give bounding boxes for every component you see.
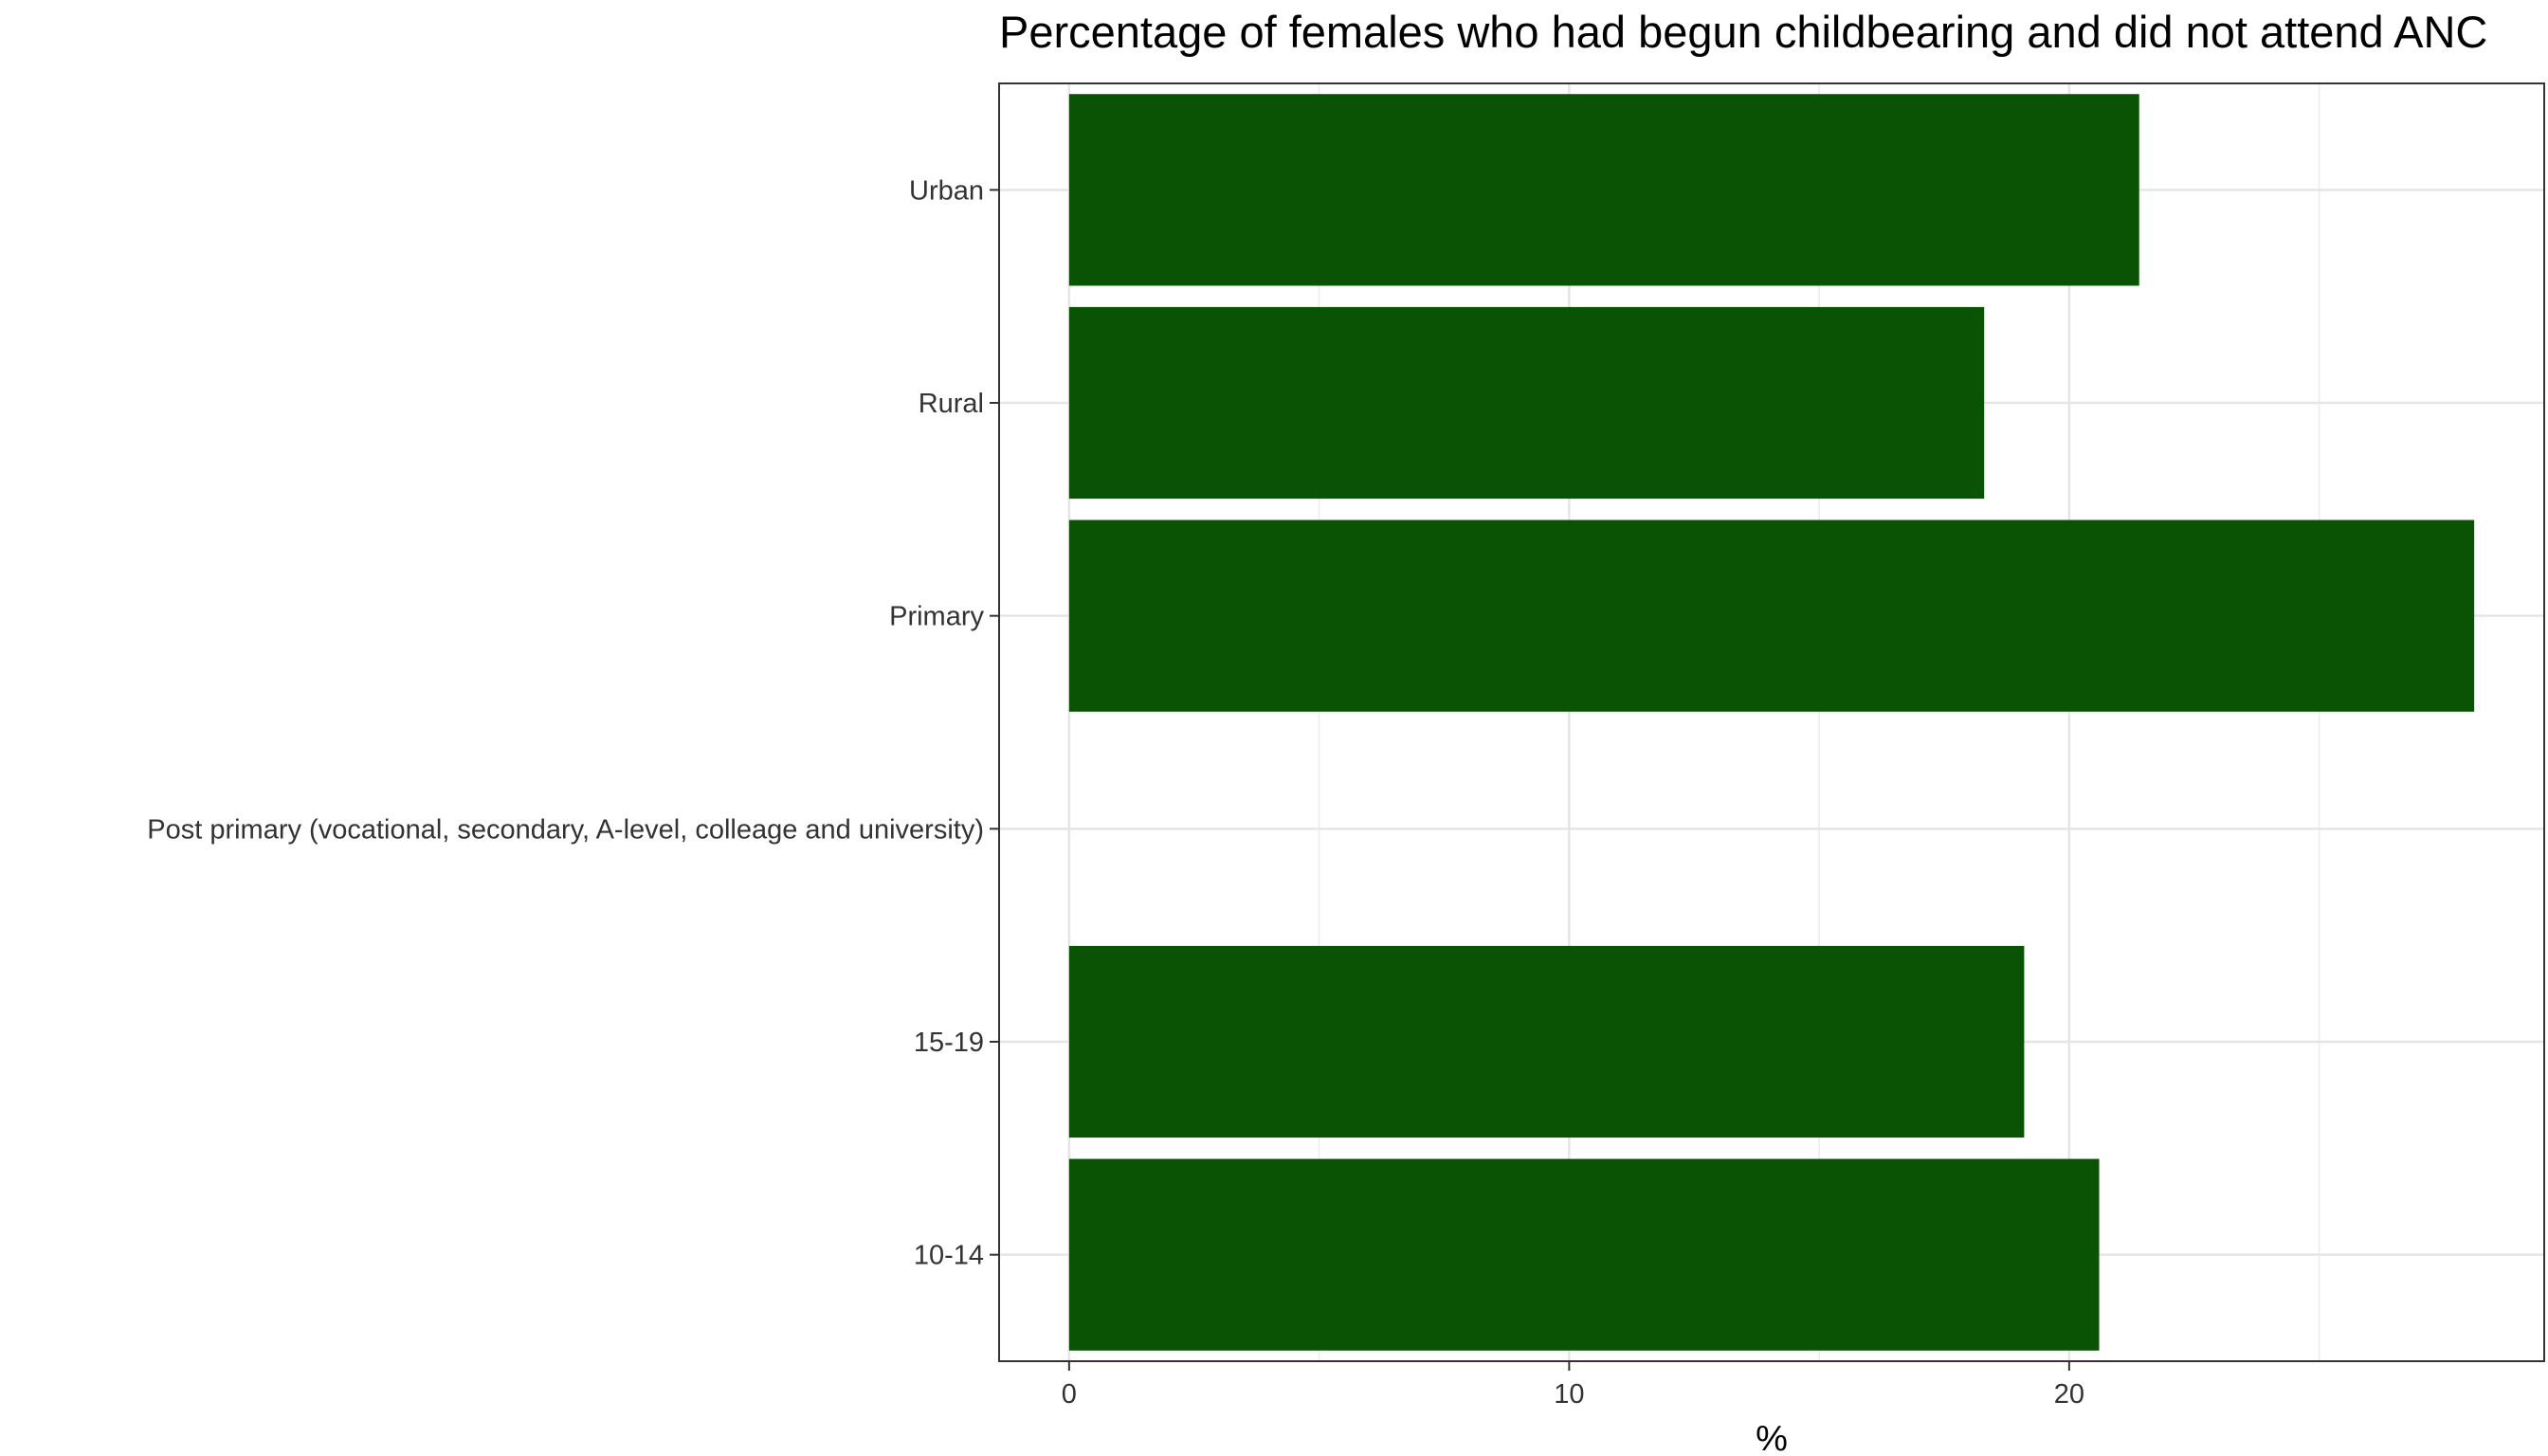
x-axis-title: % bbox=[1756, 1419, 1788, 1456]
plot-background bbox=[999, 83, 2544, 1361]
x-tick-label: 0 bbox=[1062, 1379, 1077, 1410]
y-tick-label: Rural bbox=[919, 389, 984, 419]
y-tick-label: Urban bbox=[909, 175, 984, 206]
bar bbox=[1068, 94, 2139, 286]
bars bbox=[1068, 94, 2475, 1351]
y-tick-label: Primary bbox=[889, 602, 984, 632]
x-axis: 0 10 20 bbox=[1062, 1361, 2084, 1410]
panel-border bbox=[998, 82, 2545, 1362]
y-tick-label: Post primary (vocational, secondary, A-l… bbox=[147, 814, 984, 845]
bar bbox=[1068, 306, 1985, 500]
bar bbox=[1068, 519, 2475, 712]
x-tick-label: 10 bbox=[1554, 1379, 1584, 1410]
x-tick-label: 20 bbox=[2054, 1379, 2084, 1410]
bar bbox=[1068, 945, 2025, 1138]
y-axis: Urban Rural Primary Post primary (vocationa… bbox=[147, 175, 999, 1271]
bar bbox=[1068, 1158, 2100, 1351]
chart-title: Percentage of females who had begun chil… bbox=[999, 7, 2488, 57]
y-tick-label: 15-19 bbox=[914, 1028, 984, 1058]
y-tick-label: 10-14 bbox=[914, 1241, 984, 1271]
